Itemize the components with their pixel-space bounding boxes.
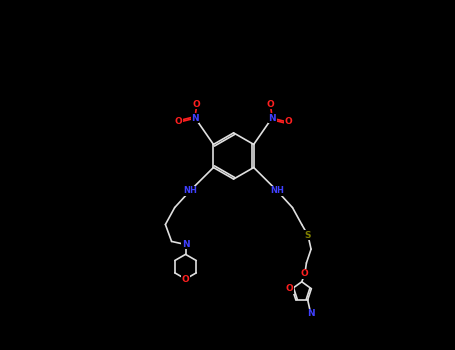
Text: NH: NH: [183, 186, 197, 195]
Text: N: N: [182, 240, 189, 249]
Text: NH: NH: [270, 186, 284, 195]
Text: N: N: [268, 114, 276, 123]
Text: S: S: [305, 231, 311, 240]
Text: O: O: [192, 100, 200, 109]
Text: O: O: [286, 284, 294, 293]
Text: N: N: [191, 114, 199, 123]
Text: O: O: [301, 269, 309, 278]
Text: O: O: [182, 274, 189, 284]
Text: O: O: [267, 100, 275, 109]
Text: N: N: [307, 309, 314, 318]
Text: O: O: [175, 117, 182, 126]
Text: O: O: [285, 117, 293, 126]
